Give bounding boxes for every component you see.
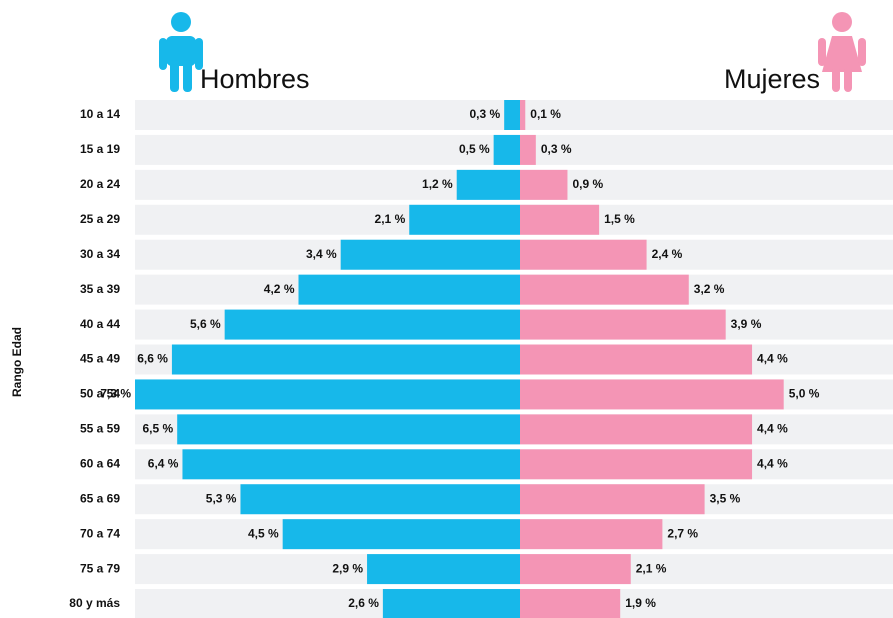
value-label: 5,6 % bbox=[190, 317, 221, 331]
bar-male bbox=[493, 134, 520, 165]
bar-female bbox=[520, 100, 526, 130]
bar-male bbox=[504, 100, 520, 130]
value-label: 0,1 % bbox=[530, 107, 561, 121]
value-label: 4,4 % bbox=[757, 456, 788, 470]
category-label: 55 a 59 bbox=[80, 422, 120, 436]
value-label: 5,3 % bbox=[206, 491, 237, 505]
bar-female bbox=[520, 239, 647, 270]
bar-male bbox=[282, 519, 520, 550]
value-label: 3,9 % bbox=[731, 317, 762, 331]
category-label: 40 a 44 bbox=[80, 317, 120, 331]
category-label: 65 a 69 bbox=[80, 491, 120, 505]
bar-male bbox=[135, 379, 520, 410]
category-label: 70 a 74 bbox=[80, 526, 120, 540]
value-label: 6,5 % bbox=[143, 422, 174, 436]
bar-male bbox=[298, 274, 520, 305]
bar-male bbox=[456, 169, 520, 200]
category-label: 45 a 49 bbox=[80, 352, 120, 366]
bar-male bbox=[177, 414, 521, 445]
value-label: 6,4 % bbox=[148, 456, 179, 470]
bar-female bbox=[520, 414, 753, 445]
bar-female bbox=[520, 449, 753, 480]
bar-female bbox=[520, 519, 663, 550]
bar-female bbox=[520, 379, 784, 410]
bar-male bbox=[340, 239, 520, 270]
category-label: 10 a 14 bbox=[80, 107, 120, 121]
y-axis-label: Rango Edad bbox=[10, 327, 24, 397]
male-icon bbox=[159, 12, 203, 92]
bar-female bbox=[520, 344, 753, 375]
value-label: 1,2 % bbox=[422, 177, 453, 191]
value-label: 0,9 % bbox=[572, 177, 603, 191]
value-label: 7,3 % bbox=[100, 387, 131, 401]
bar-female bbox=[520, 589, 621, 618]
category-label: 20 a 24 bbox=[80, 177, 120, 191]
bar-female bbox=[520, 554, 631, 585]
category-label: 35 a 39 bbox=[80, 282, 120, 296]
value-label: 3,2 % bbox=[694, 282, 725, 296]
value-label: 4,4 % bbox=[757, 422, 788, 436]
category-label: 80 y más bbox=[69, 596, 120, 610]
value-label: 1,9 % bbox=[625, 596, 656, 610]
value-label: 3,4 % bbox=[306, 247, 337, 261]
bar-male bbox=[240, 484, 521, 515]
value-label: 5,0 % bbox=[789, 387, 820, 401]
bar-male bbox=[171, 344, 521, 375]
value-label: 0,5 % bbox=[459, 142, 490, 156]
value-label: 4,5 % bbox=[248, 526, 279, 540]
value-label: 3,5 % bbox=[710, 491, 741, 505]
value-label: 2,6 % bbox=[348, 596, 379, 610]
category-label: 30 a 34 bbox=[80, 247, 120, 261]
female-icon bbox=[818, 12, 866, 92]
legend-female: Mujeres bbox=[724, 64, 820, 94]
bar-female bbox=[520, 204, 600, 235]
bar-female bbox=[520, 484, 705, 515]
bar-female bbox=[520, 309, 726, 340]
value-label: 2,4 % bbox=[652, 247, 683, 261]
category-label: 15 a 19 bbox=[80, 142, 120, 156]
bar-male bbox=[367, 554, 520, 585]
category-label: 50 a 54 bbox=[80, 387, 120, 401]
category-label: 75 a 79 bbox=[80, 561, 120, 575]
bar-male bbox=[382, 589, 520, 618]
value-label: 0,3 % bbox=[469, 107, 500, 121]
bar-female bbox=[520, 134, 536, 165]
bar-female bbox=[520, 274, 689, 305]
value-label: 6,6 % bbox=[137, 352, 168, 366]
bar-male bbox=[409, 204, 520, 235]
value-label: 2,9 % bbox=[332, 561, 363, 575]
value-label: 2,1 % bbox=[375, 212, 406, 226]
category-label: 60 a 64 bbox=[80, 456, 120, 470]
value-label: 2,7 % bbox=[667, 526, 698, 540]
value-label: 4,4 % bbox=[757, 352, 788, 366]
value-label: 1,5 % bbox=[604, 212, 635, 226]
bar-male bbox=[182, 449, 520, 480]
category-label: 25 a 29 bbox=[80, 212, 120, 226]
bar-female bbox=[520, 169, 568, 200]
value-label: 0,3 % bbox=[541, 142, 572, 156]
value-label: 2,1 % bbox=[636, 561, 667, 575]
legend-male: Hombres bbox=[200, 64, 310, 94]
bar-male bbox=[224, 309, 520, 340]
value-label: 4,2 % bbox=[264, 282, 295, 296]
